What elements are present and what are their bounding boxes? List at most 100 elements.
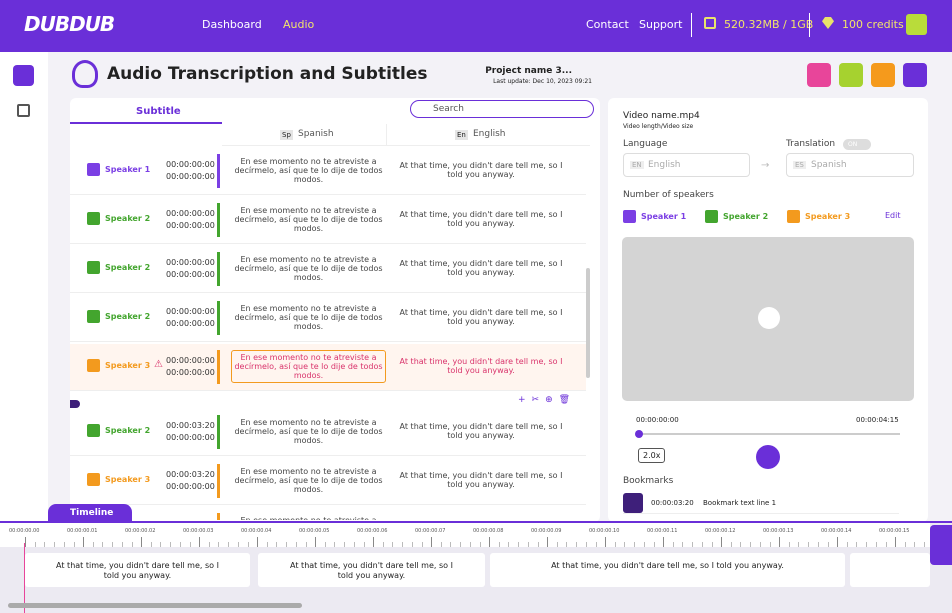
scrollbar xyxy=(586,268,590,378)
minor-tick xyxy=(170,542,172,547)
source-text[interactable]: En ese momento no te atreviste a decírme… xyxy=(234,304,383,331)
subtitle-row[interactable]: Speaker 2 00:00:03:20 00:00:00:00 En ese mo… xyxy=(70,409,586,456)
nav-support[interactable]: Support xyxy=(639,18,683,31)
edit[interactable]: Edit xyxy=(885,211,901,220)
logo[interactable]: DUBDUB xyxy=(24,12,115,36)
minor-tick xyxy=(382,542,384,547)
subtitle-row[interactable]: Speaker 3 00:00:03:20 00:00:00:00 En ese mo… xyxy=(70,458,586,505)
nav-dashboard[interactable]: Dashboard xyxy=(202,18,262,31)
minor-tick xyxy=(759,542,761,547)
source-text[interactable]: En ese momento no te atreviste a decírme… xyxy=(231,350,386,383)
toggle[interactable]: ON xyxy=(843,139,871,150)
video[interactable] xyxy=(622,237,914,401)
clip[interactable]: At that time, you didn't dare tell me, s… xyxy=(258,553,485,587)
speaker: Speaker 2 xyxy=(105,312,151,321)
source-text[interactable]: En ese momento no te atreviste a decírme… xyxy=(234,467,383,494)
play-button[interactable] xyxy=(756,445,780,469)
tick-label: 00:00:00.13 xyxy=(763,528,794,534)
subtitle-row[interactable]: Speaker 1 00:00:00:00 00:00:00:00 En ese mo… xyxy=(70,148,586,195)
code: EN xyxy=(630,161,644,169)
tick xyxy=(373,537,374,547)
subtitle-row[interactable]: Speaker 2 00:00:00:00 00:00:00:00 En ese mo… xyxy=(70,295,586,342)
minor-tick xyxy=(885,542,887,547)
clip[interactable]: At that time, you didn't dare tell me, s… xyxy=(25,553,250,587)
subtitle-row[interactable]: Speaker 2 00:00:00:00 00:00:00:00 En ese mo… xyxy=(70,197,586,244)
minor-tick xyxy=(402,542,404,547)
source-text[interactable]: En ese momento no te atreviste a decírme… xyxy=(234,418,383,445)
speaker-chip[interactable]: Speaker 2 xyxy=(705,210,781,224)
speaker: Speaker 3 xyxy=(105,475,151,484)
progress[interactable] xyxy=(638,433,900,435)
speaker: Speaker 3 xyxy=(105,361,151,370)
minor-tick xyxy=(769,542,771,547)
action-button[interactable] xyxy=(903,63,927,87)
minor-tick xyxy=(353,542,355,547)
tick-label: 00:00:00.03 xyxy=(183,528,214,534)
minor-tick xyxy=(846,542,848,547)
speaker-chip[interactable]: Speaker 3 xyxy=(787,210,863,224)
search[interactable]: Search xyxy=(410,100,594,118)
target-text[interactable]: At that time, you didn't dare tell me, s… xyxy=(399,471,563,489)
source-text[interactable]: En ese momento no te atreviste a decírme… xyxy=(234,206,383,233)
tick-label: 00:00:00.12 xyxy=(705,528,736,534)
minor-tick xyxy=(817,542,819,547)
minor-tick xyxy=(286,542,288,547)
project-name[interactable]: Project name 3... xyxy=(485,66,572,76)
source-text[interactable]: En ese momento no te atreviste a decírme… xyxy=(231,516,386,520)
target-text[interactable]: At that time, you didn't dare tell me, s… xyxy=(399,308,563,326)
minor-tick xyxy=(411,542,413,547)
subtitle-row[interactable]: Speaker 3 ⚠ 00:00:00:00 00:00:00:00 En ese m… xyxy=(70,344,586,391)
end-time: 00:00:00:00 xyxy=(166,368,215,377)
nav-contact[interactable]: Contact xyxy=(586,18,629,31)
language-select[interactable]: EN English xyxy=(623,153,750,177)
start-time: 00:00:03:20 xyxy=(166,470,215,479)
divider xyxy=(691,13,692,37)
speaker-icon xyxy=(787,210,800,223)
tick-label: 00:00:00.00 xyxy=(9,528,40,534)
minor-tick xyxy=(305,542,307,547)
arrow: → xyxy=(761,160,770,171)
bookmark[interactable]: 00:00:03:20 Bookmark text line 1 xyxy=(623,492,899,514)
value: English xyxy=(648,160,681,170)
target-text[interactable]: At that time, you didn't dare tell me, s… xyxy=(399,161,563,179)
translation-select[interactable]: ES Spanish xyxy=(786,153,914,177)
tab[interactable]: Subtitle xyxy=(70,98,222,124)
action-button[interactable] xyxy=(839,63,863,87)
minor-tick xyxy=(228,542,230,547)
header: DUBDUB Dashboard Audio Contact Support 5… xyxy=(0,0,952,52)
timeline-tab[interactable]: Timeline xyxy=(48,504,132,522)
speaker-name: Speaker 2 xyxy=(723,212,769,221)
target-text[interactable]: At that time, you didn't dare tell me, s… xyxy=(399,357,563,375)
sidebar-icon[interactable] xyxy=(13,65,34,86)
play-button[interactable] xyxy=(758,307,780,329)
minor-tick xyxy=(450,542,452,547)
source-text[interactable]: En ese momento no te atreviste a decírme… xyxy=(234,255,383,282)
subtitle-row[interactable]: Speaker 2 00:00:00:00 00:00:00:00 En ese mo… xyxy=(70,246,586,293)
minor-tick xyxy=(904,542,906,547)
nav-audio[interactable]: Audio xyxy=(283,18,315,31)
speaker-bar xyxy=(217,415,220,449)
target-text[interactable]: At that time, you didn't dare tell me, s… xyxy=(399,422,563,440)
speed[interactable]: 2.0x xyxy=(638,448,666,463)
minor-tick xyxy=(518,542,520,547)
action-button[interactable] xyxy=(807,63,831,87)
marker xyxy=(70,400,80,408)
sidebar-icon[interactable] xyxy=(17,104,30,117)
progress-handle[interactable] xyxy=(635,430,643,438)
clip[interactable] xyxy=(850,553,930,587)
clip[interactable]: At that time, you didn't dare tell me, s… xyxy=(490,553,845,587)
tab-label[interactable]: Subtitle xyxy=(136,106,181,117)
avatar[interactable] xyxy=(906,14,927,35)
tick xyxy=(25,537,26,547)
minor-tick xyxy=(788,542,790,547)
zoom[interactable] xyxy=(930,525,952,565)
target-text[interactable]: At that time, you didn't dare tell me, s… xyxy=(399,259,563,277)
source-text[interactable]: En ese momento no te atreviste a decírme… xyxy=(234,157,383,184)
action-button[interactable] xyxy=(871,63,895,87)
end-time: 00:00:00:00 xyxy=(166,270,215,279)
speaker-chip[interactable]: Speaker 1 xyxy=(623,210,699,224)
target-text[interactable]: At that time, you didn't dare tell me, s… xyxy=(399,210,563,228)
search-input[interactable]: Search xyxy=(433,104,464,114)
